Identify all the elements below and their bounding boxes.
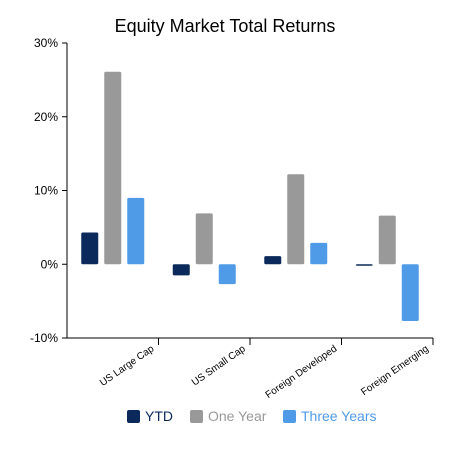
y-tick-label: 30% — [34, 36, 58, 50]
legend-label: YTD — [145, 408, 173, 424]
y-tick-label: -10% — [30, 331, 58, 345]
y-axis-ticks: -10% 0% 10% 20% 30% — [30, 36, 67, 345]
bar — [195, 213, 213, 265]
bar — [81, 232, 99, 265]
legend: YTD One Year Three Years — [127, 408, 377, 424]
x-axis-categories: US Large Cap US Small Cap Foreign Develope… — [98, 338, 434, 401]
bar — [264, 256, 282, 265]
legend-swatch — [190, 410, 203, 423]
legend-label: Three Years — [301, 408, 377, 424]
bar — [104, 71, 122, 265]
legend-swatch — [127, 410, 140, 423]
bar — [310, 242, 328, 265]
y-tick-label: 20% — [34, 110, 58, 124]
bar — [287, 174, 305, 265]
legend-swatch — [283, 410, 296, 423]
bar — [127, 197, 145, 265]
x-category-label: Foreign Emerging — [359, 343, 430, 398]
bar — [218, 264, 236, 285]
x-category-label: Foreign Developed — [264, 343, 340, 400]
legend-label: One Year — [208, 408, 267, 424]
x-category-label: US Large Cap — [98, 343, 157, 389]
bar — [172, 264, 190, 276]
y-tick-label: 10% — [34, 184, 58, 198]
chart-title: Equity Market Total Returns — [115, 16, 336, 36]
x-category-label: US Small Cap — [190, 343, 248, 388]
plot-area — [66, 43, 433, 339]
y-tick-label: 0% — [41, 257, 59, 271]
bar — [355, 264, 373, 266]
bar — [401, 264, 419, 322]
bar — [378, 215, 396, 265]
